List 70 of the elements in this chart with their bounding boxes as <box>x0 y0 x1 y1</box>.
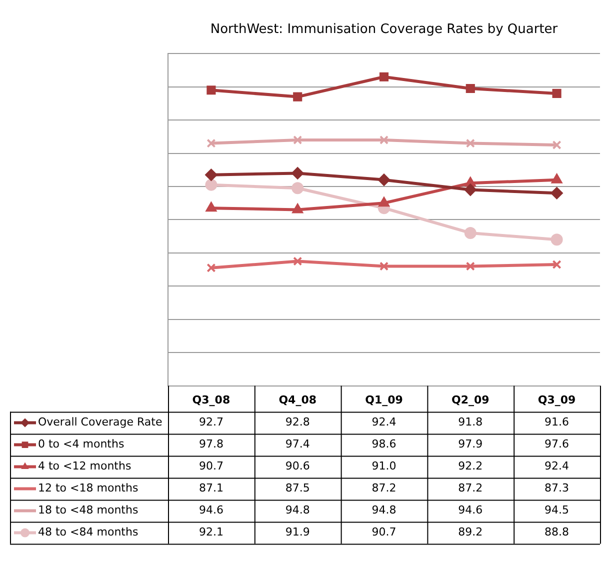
point <box>379 262 389 271</box>
legend-label: 0 to <4 months <box>38 438 124 451</box>
legend-label: 12 to <18 months <box>38 482 138 495</box>
data-label: 92.2 <box>458 460 483 473</box>
legend-label: 48 to <84 months <box>38 526 138 539</box>
point <box>379 72 389 82</box>
point <box>552 260 562 270</box>
point <box>293 256 302 266</box>
point <box>378 197 390 207</box>
point <box>550 234 563 246</box>
data-label: 92.4 <box>544 460 570 473</box>
point <box>466 262 475 271</box>
point <box>205 168 218 181</box>
point <box>206 202 217 212</box>
data-label: 94.5 <box>544 504 570 517</box>
data-label: 97.4 <box>285 438 310 451</box>
legend-label: 18 to <48 months <box>38 504 138 517</box>
data-label: 92.7 <box>198 416 224 429</box>
point <box>378 174 390 186</box>
point <box>552 88 562 98</box>
x-tick-label: Q4_08 <box>278 393 317 406</box>
data-label: 91.0 <box>372 460 396 473</box>
x-tick-label: Q1_09 <box>365 393 403 406</box>
point <box>206 86 216 95</box>
x-tick-label: Q3_09 <box>538 393 576 406</box>
point <box>206 263 216 272</box>
data-label: 90.7 <box>198 460 224 473</box>
data-label: 92.1 <box>198 526 224 539</box>
data-label: 97.6 <box>544 438 570 451</box>
point <box>466 84 475 94</box>
point <box>292 182 304 194</box>
data-label: 92.4 <box>372 416 396 429</box>
data-label: 91.9 <box>285 526 310 539</box>
data-label: 94.6 <box>458 504 483 517</box>
data-label: 97.8 <box>198 438 224 451</box>
data-label: 92.8 <box>285 416 310 429</box>
x-tick-label: Q2_09 <box>451 393 490 406</box>
data-label: 91.8 <box>458 416 483 429</box>
data-label: 94.8 <box>285 504 310 517</box>
legend-label: Overall Coverage Rate <box>38 416 162 429</box>
point <box>379 135 389 145</box>
data-label: 90.6 <box>285 460 310 473</box>
point <box>552 140 562 150</box>
point <box>464 184 476 196</box>
data-label: 87.2 <box>372 482 396 495</box>
legend-label: 4 to <12 months <box>38 460 132 473</box>
point <box>551 174 562 184</box>
data-label: 89.2 <box>458 526 483 539</box>
data-label: 90.7 <box>372 526 396 539</box>
point <box>292 167 304 180</box>
point <box>293 92 302 102</box>
point <box>293 135 302 145</box>
data-label: 87.5 <box>285 482 310 495</box>
data-label: 87.1 <box>198 482 224 495</box>
data-label: 94.6 <box>198 504 224 517</box>
chart-title: NorthWest: Immunisation Coverage Rates by Quarter <box>210 22 558 38</box>
data-label: 98.6 <box>372 438 396 451</box>
x-tick-label: Q3_08 <box>192 393 230 406</box>
point <box>206 138 216 148</box>
data-label: 88.8 <box>544 526 570 539</box>
data-label: 87.2 <box>458 482 483 495</box>
point <box>292 204 303 214</box>
point <box>466 138 475 148</box>
data-label: 94.8 <box>372 504 396 517</box>
point <box>550 187 563 200</box>
point <box>205 178 218 191</box>
point <box>464 226 476 239</box>
data-label: 91.6 <box>544 416 570 429</box>
data-label: 97.9 <box>458 438 483 451</box>
data-label: 87.3 <box>544 482 570 495</box>
